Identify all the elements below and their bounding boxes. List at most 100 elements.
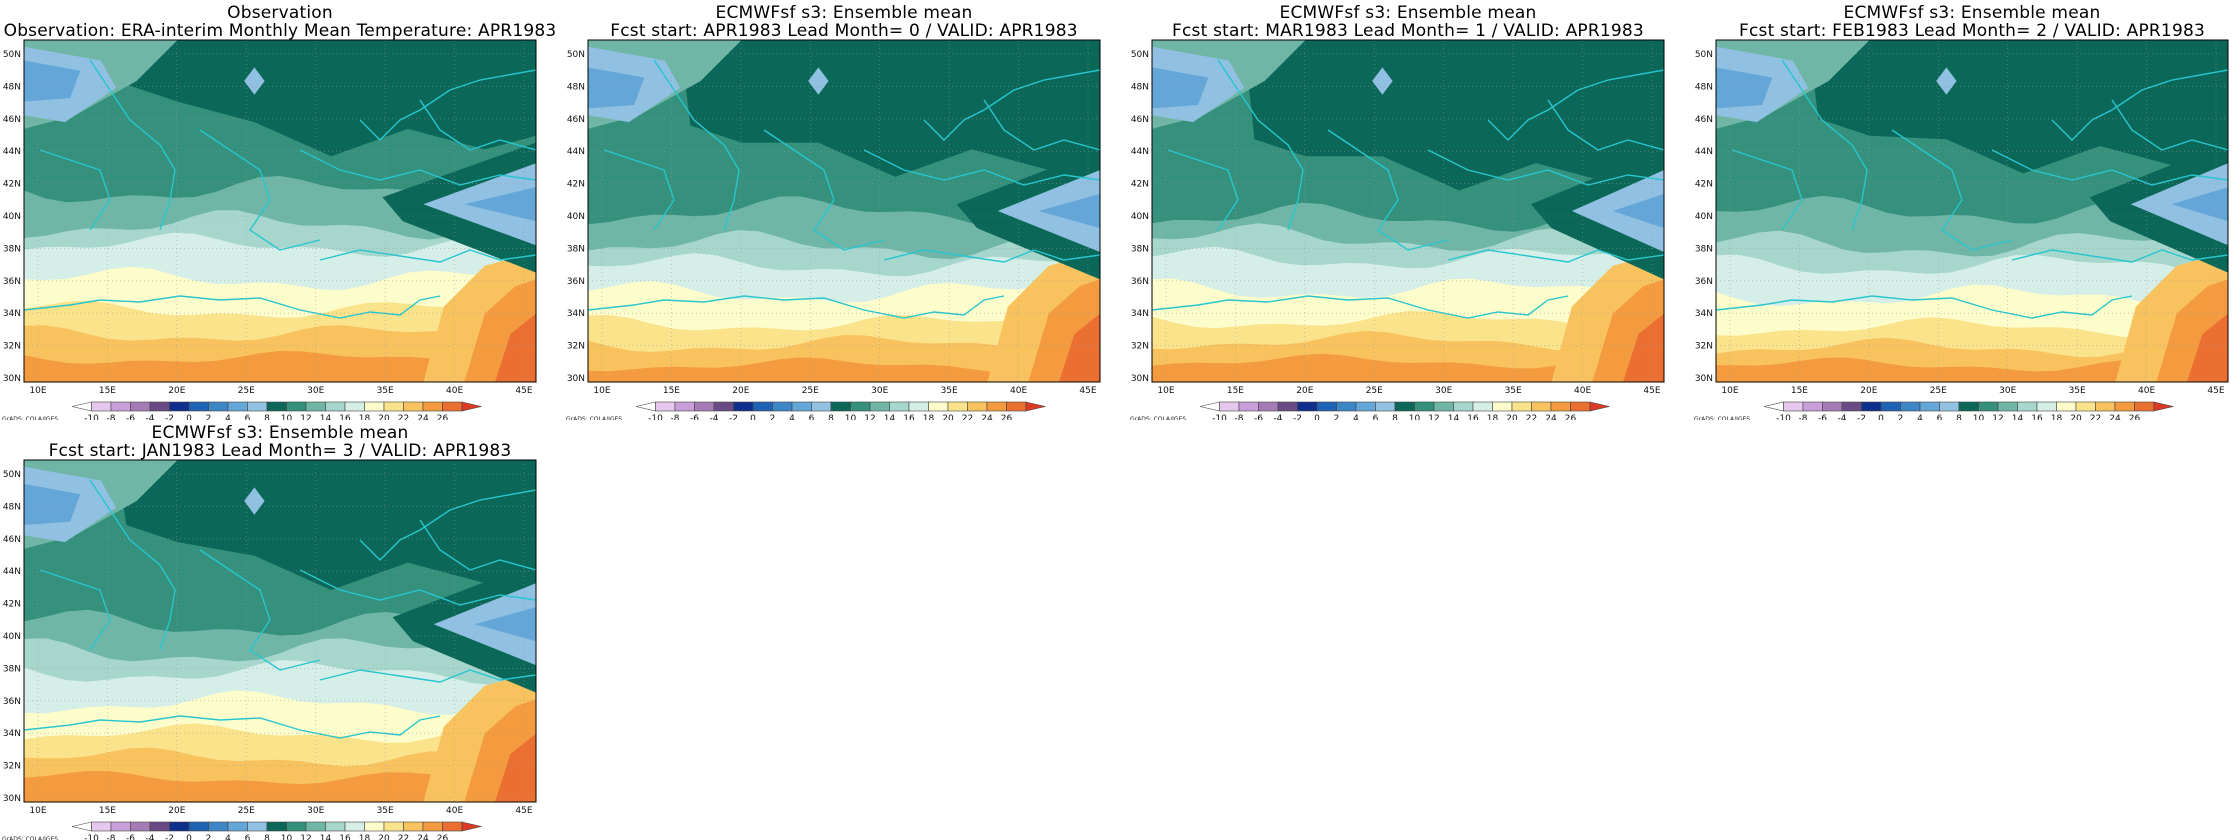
colorbar: -10 -8 -6 -4 -2 0 2 4 6 8 10 12 14 16 18 20 22 24 26 (1199, 401, 1610, 420)
contour-band (24, 351, 536, 382)
colorbar-label: 6 (809, 414, 815, 420)
contour-band (1808, 40, 2228, 174)
lat-tick-label: 50N (3, 50, 21, 60)
coastline (923, 69, 1100, 141)
colorbar-label: 26 (437, 834, 449, 840)
colorbar-label: -10 (1776, 414, 1791, 420)
coastline (39, 149, 111, 231)
lon-tick-label: 25E (802, 386, 819, 396)
coastline (2111, 99, 2228, 151)
colorbar-swatch (227, 821, 248, 832)
colorbar-label: 0 (1314, 414, 1320, 420)
grid-layer (1716, 40, 2228, 382)
lon-tick-label: 15E (663, 386, 680, 396)
lon-tick-label: 35E (377, 806, 394, 816)
lat-tick-label: 36N (3, 697, 21, 707)
colorbar-label: 2 (1334, 414, 1340, 420)
colorbar-swatch (247, 821, 268, 832)
colorbar-swatch (110, 401, 131, 412)
lat-tick-label: 40N (567, 212, 585, 222)
grid-layer (24, 40, 536, 382)
colorbar-swatch (442, 821, 463, 832)
lat-tick-label: 30N (567, 374, 585, 384)
colorbar-label: 6 (245, 414, 251, 420)
colorbar-label: 6 (1937, 414, 1943, 420)
colorbar-label: -2 (1857, 414, 1866, 420)
colorbar-swatch (1414, 401, 1435, 412)
lon-tick-label: 45E (2207, 386, 2224, 396)
lat-tick-label: 46N (1695, 115, 1713, 125)
map-panel-lead0: ECMWFsf s3: Ensemble mean Fcst start: AP… (564, 0, 1124, 420)
colorbar-label: -4 (1274, 414, 1283, 420)
colorbar-label: -4 (146, 414, 155, 420)
colorbar-label: -8 (1799, 414, 1808, 420)
colorbar-swatch (188, 821, 209, 832)
colorbar-swatch (442, 401, 463, 412)
colorbar-swatch (1453, 401, 1474, 412)
colorbar-swatch (364, 401, 385, 412)
panel-title: ECMWFsf s3: Ensemble mean (715, 3, 973, 23)
contour-band (24, 483, 81, 525)
contour-band (1059, 313, 1100, 382)
colorbar-label: 16 (339, 414, 351, 420)
colorbar-label: 8 (1956, 414, 1962, 420)
colorbar-label: 10 (845, 414, 857, 420)
contour-band (24, 60, 81, 102)
coastline (2011, 249, 2228, 263)
colorbar-label: -6 (1254, 414, 1263, 420)
panel-title: Observation (227, 3, 333, 23)
colorbar-label: -10 (1212, 414, 1227, 420)
colorbar-swatch (1238, 401, 1259, 412)
coastline-layer (24, 479, 536, 739)
lon-tick-label: 30E (307, 806, 324, 816)
colorbar-swatch (247, 401, 268, 412)
coastline (1217, 59, 1304, 231)
contour-band (474, 607, 536, 642)
colorbar-swatch (403, 821, 424, 832)
coastline (359, 69, 536, 141)
lat-tick-label: 46N (1131, 115, 1149, 125)
lon-tick-label: 10E (1721, 386, 1738, 396)
colorbar-label: 16 (903, 414, 915, 420)
colorbar-swatch (752, 401, 773, 412)
coastline (603, 149, 675, 231)
coastline (1427, 149, 1664, 186)
colorbar-swatch (1025, 401, 1046, 412)
colorbar-label: 24 (981, 414, 993, 420)
colorbar-label: 26 (1001, 414, 1013, 420)
colorbar-label: 8 (264, 834, 270, 840)
panel-title: ECMWFsf s3: Ensemble mean (1843, 3, 2101, 23)
lon-tick-label: 25E (238, 386, 255, 396)
colorbar-swatch (71, 821, 92, 832)
coastline (653, 59, 740, 231)
colorbar-swatch (2056, 401, 2077, 412)
lat-tick-label: 32N (1131, 342, 1149, 352)
colorbar-swatch (674, 401, 695, 412)
contour-band (588, 67, 645, 109)
lat-tick-label: 40N (1131, 212, 1149, 222)
colorbar-swatch (461, 821, 482, 832)
coastline (24, 715, 441, 739)
lon-tick-label: 20E (732, 386, 749, 396)
colorbar-swatch (908, 401, 929, 412)
lon-tick-label: 25E (238, 806, 255, 816)
lat-tick-label: 38N (1131, 244, 1149, 254)
lon-tick-label: 15E (1227, 386, 1244, 396)
colorbar-swatch (91, 401, 112, 412)
lat-tick-label: 50N (567, 50, 585, 60)
colorbar-swatch (266, 821, 287, 832)
contour-band (1623, 313, 1664, 382)
colorbar-label: 20 (1506, 414, 1518, 420)
colorbar-label: -4 (1838, 414, 1847, 420)
lat-tick-label: 40N (3, 632, 21, 642)
colorbar-swatch (325, 821, 346, 832)
colorbar-swatch (1880, 401, 1901, 412)
lon-tick-label: 40E (446, 386, 463, 396)
colorbar-label: 18 (359, 834, 371, 840)
colorbar-label: 2 (206, 834, 212, 840)
colorbar-swatch (1939, 401, 1960, 412)
map-panel-lead2: ECMWFsf s3: Ensemble mean Fcst start: FE… (1692, 0, 2240, 420)
colorbar-swatch (1297, 401, 1318, 412)
colorbar-label: 18 (359, 414, 371, 420)
lat-tick-label: 44N (3, 147, 21, 157)
